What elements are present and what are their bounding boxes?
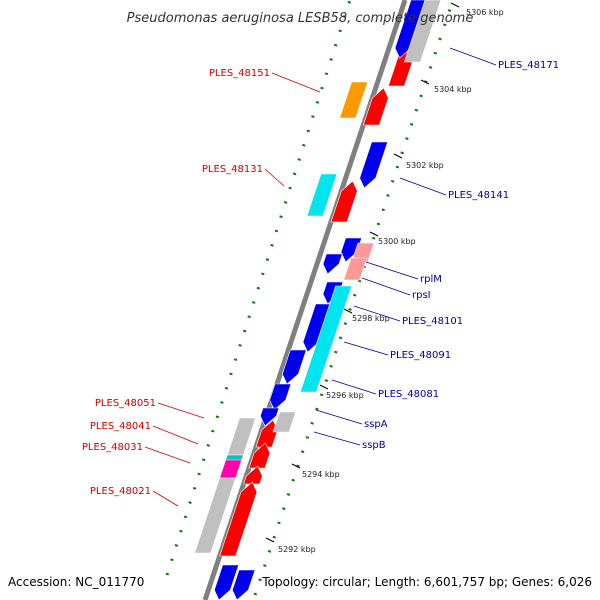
gene-label-left: PLES_48031 [82,442,143,453]
gc-dots-left [165,0,352,576]
gene-label-right: PLES_48101 [402,316,463,327]
tick-label: 5296 kbp [326,391,364,400]
gene-feature [260,407,280,427]
label-leader-line [365,261,419,280]
label-leader-line [313,431,361,446]
gene-feature [306,173,338,217]
label-leader-line [449,47,497,66]
tick-label: 5298 kbp [352,314,390,323]
gene-feature [362,87,389,126]
gene-feature [299,285,353,393]
gene-label-right: sspB [362,440,386,451]
label-leader-line [152,425,199,445]
gene-label-right: rplM [420,274,442,285]
label-leader-line [353,305,401,322]
tick-label: 5302 kbp [406,161,444,170]
label-leader-line [271,72,321,93]
gene-track [194,0,442,600]
tick-label: 5300 kbp [378,237,416,246]
label-leaders [144,47,497,507]
tick-label: 5306 kbp [466,8,504,17]
tick-mark [450,2,460,8]
label-leader-line [152,490,179,507]
gene-label-right: PLES_48141 [448,190,509,201]
gene-label-left: PLES_48131 [202,164,263,175]
gene-feature [282,349,307,385]
gene-feature [394,0,428,59]
tick-label: 5294 kbp [302,470,340,479]
gene-feature [351,242,375,263]
label-leader-line [343,341,389,356]
tick-label: 5292 kbp [278,545,316,554]
gene-feature [340,237,363,263]
gene-feature [219,481,258,557]
gene-label-left: PLES_48151 [209,68,270,79]
gene-label-right: sspA [364,419,388,430]
gene-label-right: PLES_48091 [390,350,451,361]
gene-label-left: PLES_48051 [95,398,156,409]
map-title: Pseudomonas aeruginosa LESB58, complete … [127,11,474,26]
gene-labels: PLES_48151 PLES_48131 PLES_48051 PLES_48041… [82,60,559,497]
label-leader-line [399,177,447,196]
gene-feature [359,141,389,189]
accession-text: Accession: NC_011770 [8,575,144,589]
gene-feature [269,383,292,411]
gene-label-right: PLES_48171 [498,60,559,71]
gene-feature [248,442,271,469]
gene-feature [322,253,343,275]
label-leader-line [144,446,191,464]
gene-feature [226,417,257,456]
tick-mark [291,463,301,469]
label-leader-line [264,168,285,187]
gene-feature [272,411,297,433]
tick-mark [369,231,379,237]
gene-feature [214,564,240,600]
gene-feature [219,459,243,479]
tick-mark [343,308,353,314]
gene-feature [243,465,263,485]
gene-label-right: PLES_48081 [378,389,439,400]
gene-feature [330,180,358,223]
gene-feature [232,569,256,600]
tick-mark [420,79,430,85]
tick-mark [393,153,403,159]
gene-label-left: PLES_48041 [90,421,151,432]
topology-text: Topology: circular; Length: 6,601,757 bp… [261,575,592,589]
gene-feature [403,0,442,63]
label-leader-line [331,379,377,395]
label-leader-line [315,409,363,425]
gene-feature [343,257,368,281]
tick-group: 5292 kbp 5294 kbp 5296 kbp 5298 kbp 5300 kbp… [265,2,504,554]
gene-label-left: PLES_48021 [90,486,151,497]
gene-feature [339,81,369,119]
label-leader-line [157,402,205,419]
tick-label: 5304 kbp [434,85,472,94]
gene-label-right: rpsI [412,290,431,301]
tick-mark [265,537,275,543]
gene-feature [194,477,237,554]
label-leader-line [361,277,411,296]
tick-mark [319,384,329,390]
gene-feature [302,303,333,353]
